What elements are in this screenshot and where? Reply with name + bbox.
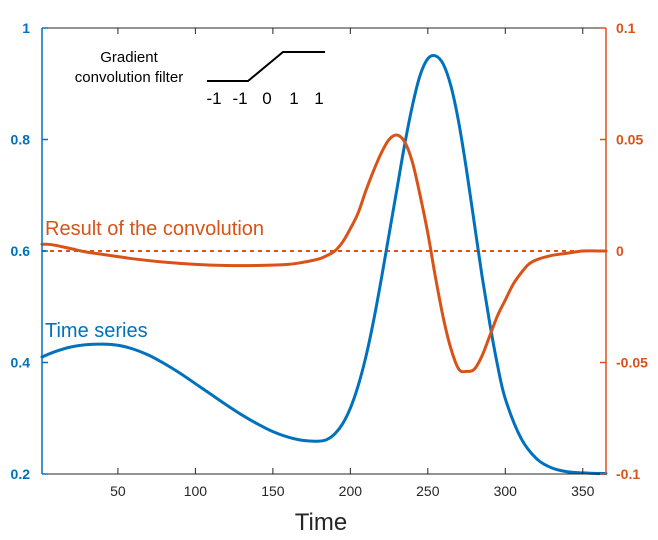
filter-inset: Gradient convolution filter -1 -1 0 1 1 <box>75 49 325 108</box>
right-tick-label: 0.05 <box>616 132 643 148</box>
left-tick-label: 0.8 <box>11 132 31 148</box>
left-tick-label: 1 <box>22 20 30 36</box>
x-tick-label: 150 <box>261 483 285 499</box>
filter-step-shape <box>207 51 325 82</box>
filter-value: 0 <box>262 89 271 108</box>
result-annotation: Result of the convolution <box>45 218 264 240</box>
left-tick-label: 0.6 <box>11 243 31 259</box>
time-series-line <box>40 53 608 475</box>
x-tick-label: 250 <box>416 483 440 499</box>
right-tick-label: -0.05 <box>616 355 648 371</box>
timeseries-annotation: Time series <box>45 320 148 342</box>
x-tick-label: 50 <box>110 483 126 499</box>
convolution-result-line <box>40 133 608 374</box>
x-tick-label: 200 <box>339 483 363 499</box>
filter-value: 1 <box>289 89 298 108</box>
right-tick-label: -0.1 <box>616 466 640 482</box>
left-tick-label: 0.2 <box>11 466 31 482</box>
x-axis-label: Time <box>295 509 347 536</box>
right-tick-label: 0.1 <box>616 20 636 36</box>
right-tick-label: 0 <box>616 243 624 259</box>
left-tick-label: 0.4 <box>11 355 31 371</box>
x-tick-label: 300 <box>494 483 518 499</box>
filter-title-line2: convolution filter <box>75 69 183 86</box>
filter-value: -1 <box>232 89 247 108</box>
filter-value: 1 <box>314 89 323 108</box>
filter-title-line1: Gradient <box>100 49 158 66</box>
x-axis <box>42 27 606 475</box>
x-tick-label: 100 <box>184 483 208 499</box>
filter-value: -1 <box>206 89 221 108</box>
x-tick-label: 350 <box>571 483 595 499</box>
